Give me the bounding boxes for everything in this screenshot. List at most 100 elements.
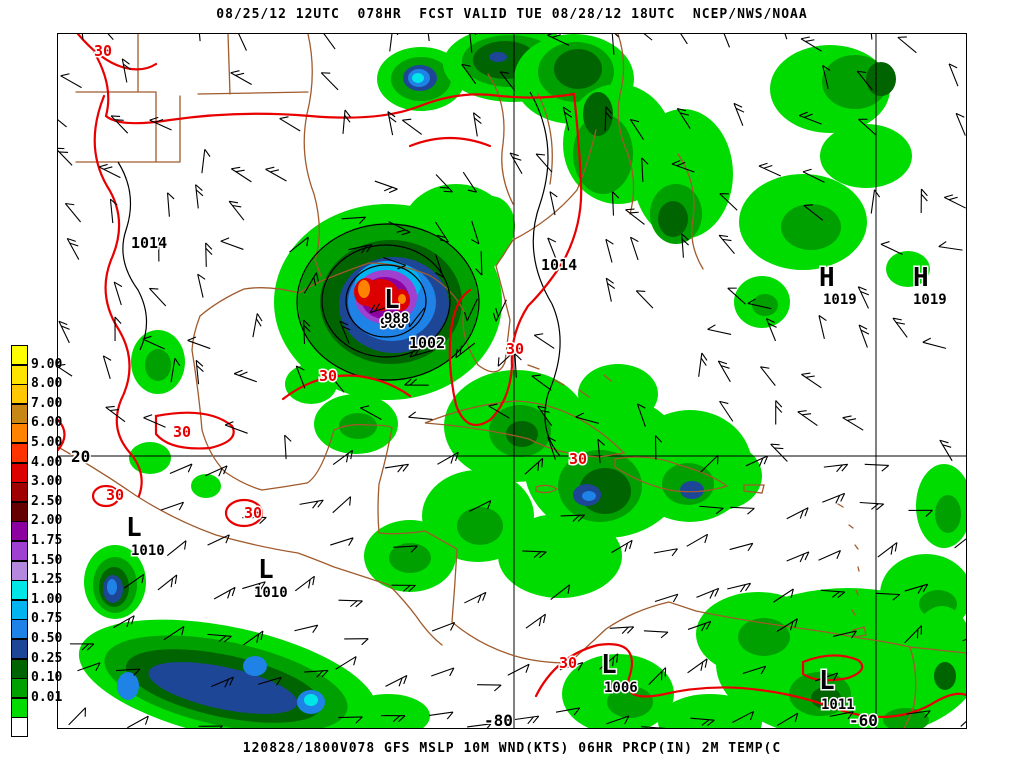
wind-barb bbox=[877, 542, 898, 558]
wind-barb bbox=[524, 457, 544, 475]
precip-blob bbox=[489, 52, 507, 62]
wind-barb bbox=[799, 111, 822, 125]
wind-barb bbox=[681, 233, 689, 258]
scale-box bbox=[11, 384, 28, 405]
precip-blob bbox=[886, 251, 930, 287]
wind-barb bbox=[195, 184, 204, 209]
wind-barb bbox=[187, 336, 211, 350]
wind-barb bbox=[142, 335, 165, 350]
precip-blob bbox=[129, 442, 171, 474]
scale-label: 0.01 bbox=[31, 689, 63, 705]
coastline-border bbox=[568, 601, 966, 664]
isotherm-label: 30 bbox=[106, 486, 124, 504]
wind-barb bbox=[641, 726, 666, 728]
wind-barb bbox=[727, 582, 752, 593]
wind-barb bbox=[870, 189, 881, 214]
isotherm-line bbox=[58, 418, 66, 452]
wind-barb bbox=[231, 166, 252, 183]
coastline-border bbox=[837, 503, 860, 616]
coastline-border bbox=[58, 446, 443, 646]
wind-barb bbox=[113, 615, 135, 629]
wind-barb bbox=[60, 73, 82, 89]
wind-barb bbox=[507, 663, 530, 676]
wind-barb bbox=[723, 34, 731, 48]
isobar-ring bbox=[345, 264, 427, 338]
wind-barb bbox=[230, 70, 252, 85]
precip-blob bbox=[752, 294, 778, 316]
wind-barb bbox=[488, 403, 510, 419]
wind-barb bbox=[123, 573, 145, 589]
wind-barb bbox=[348, 244, 373, 254]
precip-blob bbox=[820, 124, 912, 188]
wind-barb bbox=[279, 116, 301, 132]
precip-blob bbox=[573, 114, 633, 194]
wind-barb bbox=[110, 115, 129, 134]
wind-barb bbox=[856, 70, 873, 91]
coastline-border bbox=[191, 349, 570, 664]
wind-barb bbox=[858, 324, 870, 348]
wind-barb bbox=[611, 34, 620, 55]
low-center: L bbox=[601, 650, 617, 680]
scale-label: 1.00 bbox=[31, 591, 63, 607]
scale-label: 9.00 bbox=[31, 356, 63, 372]
scale-label: 1.50 bbox=[31, 552, 63, 568]
isotherm-line bbox=[154, 411, 235, 450]
wind-barb bbox=[477, 684, 502, 692]
wind-barb bbox=[166, 192, 175, 217]
wind-barb bbox=[68, 707, 87, 726]
wind-barb bbox=[699, 505, 724, 515]
wind-barb bbox=[408, 307, 425, 328]
wind-barb bbox=[904, 625, 923, 644]
precip-blob bbox=[583, 92, 613, 136]
isobar-line bbox=[117, 161, 148, 351]
wind-barb bbox=[211, 676, 234, 688]
wind-barb bbox=[385, 674, 408, 687]
wind-barb bbox=[233, 369, 257, 383]
wind-barb bbox=[818, 315, 827, 340]
wind-barb bbox=[382, 257, 406, 270]
scale-box bbox=[11, 364, 28, 385]
wind-barb bbox=[745, 455, 769, 467]
wind-barb bbox=[955, 112, 966, 136]
precip-blob bbox=[389, 543, 431, 573]
wind-barb bbox=[472, 112, 482, 137]
wind-barb bbox=[938, 241, 963, 251]
wind-barb bbox=[66, 238, 80, 260]
wind-barb bbox=[304, 669, 329, 678]
wind-barb bbox=[341, 216, 367, 225]
wind-barb bbox=[609, 626, 635, 635]
wind-barb bbox=[939, 439, 953, 462]
wind-barb bbox=[760, 366, 776, 386]
wind-barb bbox=[102, 355, 112, 379]
wind-barb bbox=[289, 236, 309, 253]
wind-barb bbox=[323, 34, 336, 50]
wind-barb bbox=[842, 415, 864, 431]
wind-barb bbox=[727, 287, 746, 305]
wind-barb bbox=[408, 411, 433, 420]
wind-barb bbox=[58, 320, 70, 344]
wind-barb bbox=[832, 630, 857, 639]
isobar-ring bbox=[296, 223, 480, 381]
precip-blob bbox=[582, 491, 596, 501]
wind-barb bbox=[870, 34, 873, 40]
coastline-border bbox=[677, 153, 704, 270]
wind-barb bbox=[864, 463, 890, 472]
isotherm-line bbox=[92, 50, 583, 427]
wind-barb bbox=[765, 318, 777, 342]
coastline-border bbox=[743, 484, 765, 494]
wind-barb bbox=[492, 299, 507, 322]
wind-barb bbox=[469, 34, 477, 53]
precip-blob bbox=[107, 579, 117, 595]
wind-barb bbox=[599, 653, 619, 670]
wind-barb bbox=[814, 672, 839, 682]
wind-barb bbox=[427, 34, 430, 42]
wind-barb bbox=[320, 72, 339, 91]
axis-label: -80 bbox=[484, 711, 513, 728]
high-center: H bbox=[913, 263, 929, 293]
scale-box bbox=[11, 443, 28, 463]
scale-label: 5.00 bbox=[31, 435, 63, 450]
wind-barb bbox=[207, 534, 230, 546]
wind-barb bbox=[525, 613, 546, 629]
wind-barb bbox=[342, 109, 351, 134]
scale-box bbox=[11, 560, 28, 581]
